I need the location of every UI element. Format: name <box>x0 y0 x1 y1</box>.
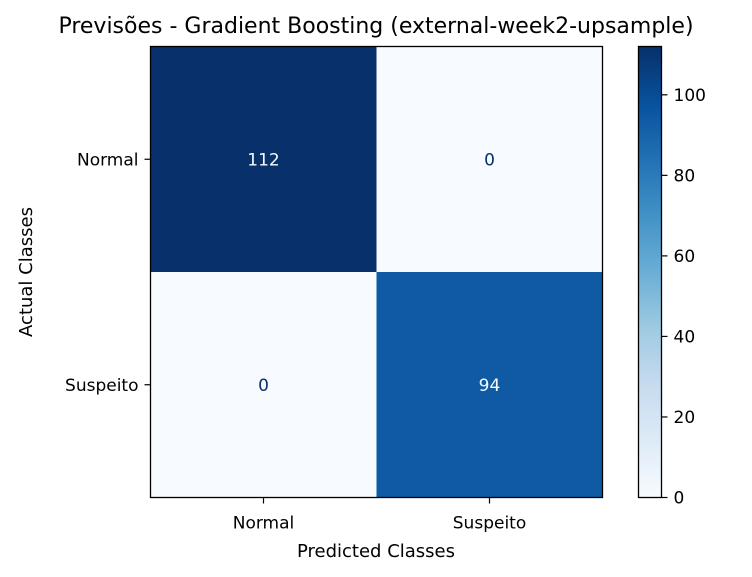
heatmap-cell <box>150 46 377 272</box>
colorbar-tick-label: 100 <box>674 86 706 106</box>
colorbar-tick-label: 20 <box>674 408 696 428</box>
chart-title: Previsões - Gradient Boosting (external-… <box>58 14 693 39</box>
heatmap-cell <box>376 46 603 272</box>
x-tick-label: Suspeito <box>453 514 526 534</box>
heatmap-cell-labels: 112 0 0 94 <box>247 150 500 396</box>
x-axis-ticks: Normal Suspeito <box>233 497 526 534</box>
y-axis-label: Actual Classes <box>16 207 37 337</box>
cell-value-label: 94 <box>479 376 501 396</box>
y-tick-label: Suspeito <box>65 376 138 396</box>
cell-value-label: 112 <box>247 150 279 170</box>
colorbar-tick-label: 40 <box>674 327 696 347</box>
colorbar-tick-label: 80 <box>674 166 696 186</box>
colorbar <box>637 45 663 499</box>
colorbar-tick-label: 60 <box>674 247 696 267</box>
y-tick-label: Normal <box>77 150 139 170</box>
plot-frame <box>149 45 604 499</box>
x-tick-label: Normal <box>233 514 295 534</box>
heatmap-cells <box>150 46 603 498</box>
colorbar-tick-label: 0 <box>674 489 685 509</box>
cell-value-label: 0 <box>258 376 269 396</box>
heatmap-cell <box>376 272 603 498</box>
x-axis-label: Predicted Classes <box>297 541 455 562</box>
y-axis-ticks: Normal Suspeito <box>65 150 151 396</box>
colorbar-ticks: 0 20 40 60 80 100 <box>661 86 706 509</box>
cell-value-label: 0 <box>484 150 495 170</box>
heatmap-cell <box>150 272 377 498</box>
